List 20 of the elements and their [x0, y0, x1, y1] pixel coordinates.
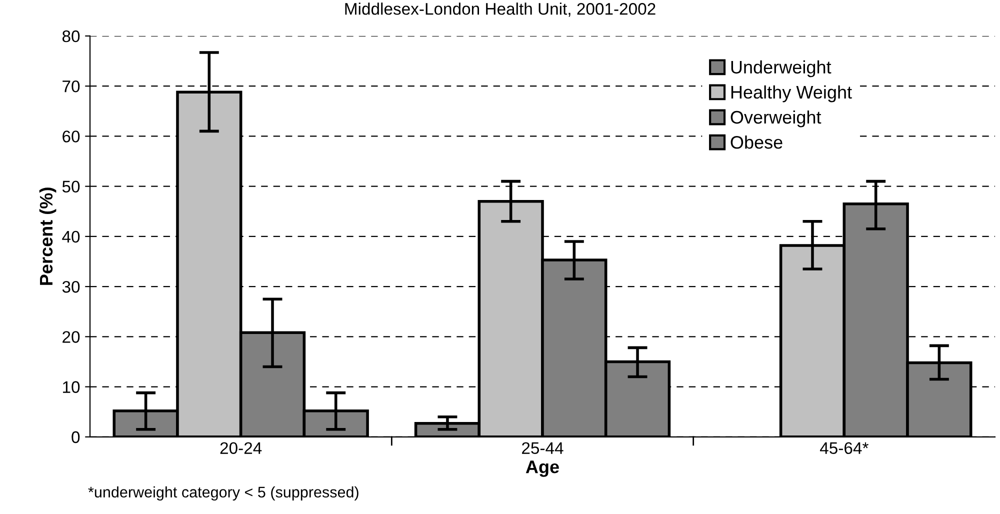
- legend-label: Underweight: [731, 60, 832, 78]
- y-tick-label: 50: [62, 180, 80, 193]
- y-tick-label: 80: [62, 30, 80, 42]
- x-tick-label: 25-44: [522, 442, 564, 454]
- text: *underweight category < 5 (suppressed): [88, 486, 358, 501]
- y-tick-label: 10: [63, 381, 80, 393]
- y-tick-label: 30: [62, 280, 80, 293]
- y-tick-label: 0: [72, 431, 80, 444]
- y-tick-label: 40: [62, 230, 80, 243]
- legend-label: Overweight: [730, 110, 822, 128]
- y-tick-label: 20: [62, 331, 80, 343]
- x-axis-title: Age: [526, 460, 559, 477]
- y-tick-label: 70: [62, 80, 80, 92]
- legend-label: Healthy Weight: [731, 85, 852, 102]
- chart-subtitle: Middlesex-London Health Unit, 2001-2002: [345, 2, 656, 17]
- legend-label: Obese: [730, 136, 782, 149]
- y-tick-label: 60: [62, 130, 80, 142]
- y-axis-title: Percent (%): [39, 188, 56, 285]
- x-tick-label: 45-64*: [820, 442, 868, 454]
- x-tick-label: 20-24: [220, 442, 262, 454]
